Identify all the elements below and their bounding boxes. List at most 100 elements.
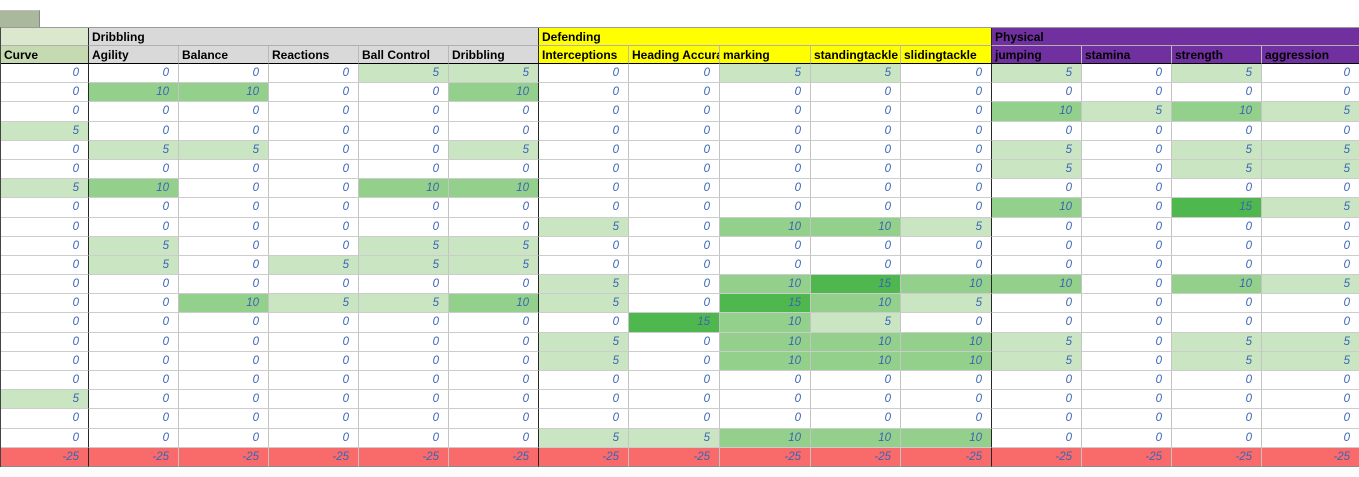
data-cell[interactable]: 10 (449, 294, 539, 314)
data-cell[interactable]: 0 (1, 409, 89, 429)
data-cell[interactable]: 0 (269, 159, 359, 180)
data-cell[interactable]: 0 (179, 217, 269, 237)
data-cell[interactable]: 0 (992, 313, 1082, 333)
data-cell[interactable]: 0 (269, 198, 359, 218)
data-cell[interactable]: 0 (1262, 64, 1359, 84)
data-cell[interactable]: 0 (89, 275, 179, 295)
data-cell[interactable]: 0 (811, 236, 901, 256)
data-cell[interactable]: 0 (629, 275, 720, 295)
column-header-stamina[interactable]: stamina (1082, 46, 1172, 64)
data-cell[interactable]: 5 (992, 159, 1082, 180)
data-cell[interactable]: 0 (1, 64, 89, 84)
data-cell[interactable]: 0 (992, 255, 1082, 276)
data-cell[interactable]: 10 (720, 217, 811, 237)
data-cell[interactable]: 0 (720, 83, 811, 103)
group-header-dribbling[interactable]: Dribbling (89, 28, 539, 46)
data-cell[interactable]: 0 (1262, 217, 1359, 237)
data-cell[interactable]: 0 (1, 140, 89, 160)
data-cell[interactable]: 0 (901, 236, 992, 256)
data-cell[interactable]: 0 (359, 121, 449, 141)
data-cell[interactable]: 0 (1262, 294, 1359, 314)
data-cell[interactable]: 10 (720, 275, 811, 295)
data-cell[interactable]: 0 (539, 371, 629, 391)
data-cell[interactable]: 10 (720, 351, 811, 371)
footer-cell[interactable]: -25 (720, 447, 811, 467)
data-cell[interactable]: 0 (992, 390, 1082, 410)
group-header-curve[interactable] (1, 28, 89, 46)
data-cell[interactable]: 0 (449, 121, 539, 141)
data-cell[interactable]: 10 (811, 217, 901, 237)
data-cell[interactable]: 5 (1, 179, 89, 199)
data-cell[interactable]: 5 (1, 121, 89, 141)
data-cell[interactable]: 5 (539, 428, 629, 448)
data-cell[interactable]: 0 (539, 255, 629, 276)
data-cell[interactable]: 0 (359, 83, 449, 103)
data-cell[interactable]: 0 (1082, 236, 1172, 256)
data-cell[interactable]: 5 (1262, 198, 1359, 218)
data-cell[interactable]: 0 (992, 294, 1082, 314)
data-cell[interactable]: 0 (901, 313, 992, 333)
data-cell[interactable]: 0 (449, 275, 539, 295)
data-cell[interactable]: 0 (1262, 255, 1359, 276)
data-cell[interactable]: 0 (629, 217, 720, 237)
data-cell[interactable]: 0 (1262, 371, 1359, 391)
data-cell[interactable]: 0 (1172, 179, 1262, 199)
data-cell[interactable]: 0 (629, 140, 720, 160)
data-cell[interactable]: 0 (269, 83, 359, 103)
data-cell[interactable]: 0 (359, 159, 449, 180)
data-cell[interactable]: 0 (359, 390, 449, 410)
data-cell[interactable]: 0 (1172, 236, 1262, 256)
data-cell[interactable]: 0 (269, 217, 359, 237)
footer-cell[interactable]: -25 (992, 447, 1082, 467)
data-cell[interactable]: 5 (539, 275, 629, 295)
data-cell[interactable]: 5 (359, 236, 449, 256)
data-cell[interactable]: 5 (359, 294, 449, 314)
data-cell[interactable]: 10 (901, 351, 992, 371)
data-cell[interactable]: 0 (901, 102, 992, 122)
data-cell[interactable]: 0 (449, 313, 539, 333)
data-cell[interactable]: 5 (992, 140, 1082, 160)
data-cell[interactable]: 5 (539, 351, 629, 371)
data-cell[interactable]: 0 (179, 390, 269, 410)
data-cell[interactable]: 5 (1172, 159, 1262, 180)
column-header-dribbling[interactable]: Dribbling (449, 46, 539, 64)
column-header-heading-accura[interactable]: Heading Accura (629, 46, 720, 64)
data-cell[interactable]: 0 (539, 64, 629, 84)
data-cell[interactable]: 0 (901, 140, 992, 160)
data-cell[interactable]: 10 (1172, 102, 1262, 122)
data-cell[interactable]: 0 (89, 64, 179, 84)
data-cell[interactable]: 0 (901, 64, 992, 84)
data-cell[interactable]: 0 (992, 428, 1082, 448)
data-cell[interactable]: 10 (811, 428, 901, 448)
data-cell[interactable]: 0 (449, 102, 539, 122)
data-cell[interactable]: 0 (539, 198, 629, 218)
data-cell[interactable]: 0 (539, 409, 629, 429)
data-cell[interactable]: 0 (1262, 83, 1359, 103)
data-cell[interactable]: 0 (992, 371, 1082, 391)
data-cell[interactable]: 5 (359, 255, 449, 276)
data-cell[interactable]: 0 (1262, 409, 1359, 429)
data-cell[interactable]: 5 (89, 140, 179, 160)
data-cell[interactable]: 0 (901, 390, 992, 410)
data-cell[interactable]: 0 (992, 179, 1082, 199)
data-cell[interactable]: 0 (1, 198, 89, 218)
footer-cell[interactable]: -25 (89, 447, 179, 467)
data-cell[interactable]: 0 (629, 198, 720, 218)
data-cell[interactable]: 0 (1262, 313, 1359, 333)
data-cell[interactable]: 10 (811, 294, 901, 314)
data-cell[interactable]: 0 (1, 332, 89, 352)
data-cell[interactable]: 10 (179, 294, 269, 314)
data-cell[interactable]: 10 (992, 102, 1082, 122)
data-cell[interactable]: 0 (629, 294, 720, 314)
data-cell[interactable]: 0 (629, 255, 720, 276)
data-cell[interactable]: 0 (179, 275, 269, 295)
data-cell[interactable]: 0 (901, 121, 992, 141)
data-cell[interactable]: 0 (269, 140, 359, 160)
data-cell[interactable]: 0 (629, 159, 720, 180)
data-cell[interactable]: 0 (1082, 255, 1172, 276)
footer-cell[interactable]: -25 (629, 447, 720, 467)
data-cell[interactable]: 0 (179, 428, 269, 448)
data-cell[interactable]: 0 (1082, 217, 1172, 237)
data-cell[interactable]: 0 (1172, 428, 1262, 448)
footer-cell[interactable]: -25 (449, 447, 539, 467)
